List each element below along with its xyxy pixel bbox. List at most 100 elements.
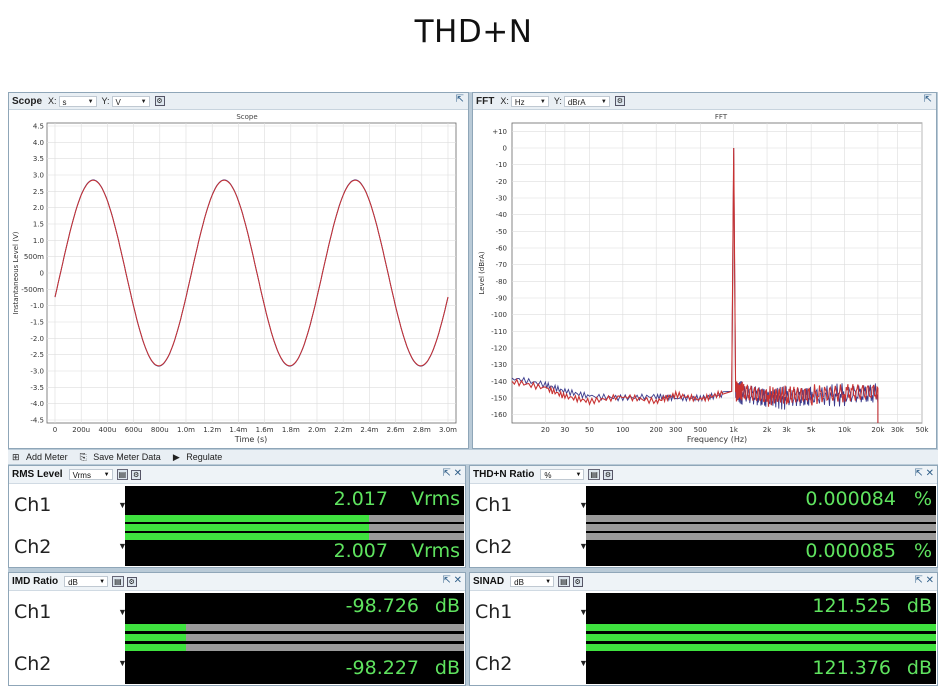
ch2-unit: dB <box>434 657 460 679</box>
fft-y-tick-label: -70 <box>496 261 507 269</box>
scope-x-tick-label: 2.0m <box>308 426 326 434</box>
ch2-dropdown-icon[interactable]: ▼ <box>118 658 127 668</box>
meter-readout: 0.000084% 0.000085% <box>586 486 936 566</box>
meter-unit-select[interactable]: dB ▼ <box>64 576 109 587</box>
meter-options-icon[interactable]: ▤ <box>558 576 570 587</box>
popout-icon[interactable]: ⇱ <box>455 94 464 105</box>
meter-unit-value: dB <box>514 578 524 587</box>
scope-y-unit-select[interactable]: V ▼ <box>111 95 150 107</box>
settings-icon[interactable]: ⚙ <box>572 576 583 587</box>
popout-close-icons[interactable]: ⇱ ✕ <box>914 575 934 586</box>
ch2-label: Ch2 <box>14 653 52 675</box>
fft-x-tick-label: 200 <box>650 426 663 434</box>
fft-x-ticks: 20 30 50 100 200 300 500 1k 2k 3k 5k 10k 20k 30k 50k <box>541 426 930 434</box>
scope-y-tick-label: 3.5 <box>33 155 44 163</box>
scope-y-tick-label: -3.5 <box>30 384 44 392</box>
ch2-unit: % <box>913 540 932 562</box>
ch1-bar <box>586 624 936 631</box>
scope-x-unit-select[interactable]: s ▼ <box>58 95 97 107</box>
scope-y-tick-label: 0 <box>40 270 44 278</box>
add-meter-label: Add Meter <box>26 451 68 462</box>
scope-y-tick-label: 3.0 <box>33 172 44 180</box>
fft-x-label: X: <box>500 96 509 106</box>
meter-panel: THD+N Ratio% ▼ ▤ ⚙ ⇱ ✕ Ch1 ▼ Ch2 ▼ 0.000084% 0.000… <box>469 465 938 568</box>
ch1-unit: % <box>913 488 932 510</box>
meter-header: RMS Level Vrms ▼ ▤ ⚙ ⇱ ✕ <box>9 466 465 484</box>
scope-x-tick-label: 2.6m <box>387 426 405 434</box>
fft-x-tick-label: 20k <box>871 426 885 434</box>
meter-title: RMS Level <box>12 469 63 480</box>
chevron-down-icon: ▼ <box>600 98 607 105</box>
scope-y-tick-label: -4.0 <box>30 400 44 408</box>
meter-unit-select[interactable]: % ▼ <box>540 469 585 480</box>
fft-toolbar: FFT X: Hz ▼ Y: dBrA ▼ ⚙ ⇱ <box>473 93 936 110</box>
settings-icon[interactable]: ⚙ <box>154 96 165 106</box>
ch1-dropdown-icon[interactable]: ▼ <box>579 500 588 510</box>
ch2-dropdown-icon[interactable]: ▼ <box>579 541 588 551</box>
chevron-down-icon: ▼ <box>99 579 106 585</box>
scope-y-tick-label: -2.0 <box>30 335 44 343</box>
meter-options-icon[interactable]: ▤ <box>588 469 600 480</box>
meter-unit-select[interactable]: Vrms ▼ <box>68 469 113 480</box>
ch1-bar <box>125 624 464 631</box>
ch1-dropdown-icon[interactable]: ▼ <box>118 607 127 617</box>
fft-x-unit-select[interactable]: Hz ▼ <box>510 95 549 107</box>
save-meter-data-label: Save Meter Data <box>93 451 161 462</box>
ch1-bar-2 <box>125 634 464 641</box>
scope-x-tick-label: 600u <box>125 426 143 434</box>
fft-y-tick-label: -30 <box>496 195 507 203</box>
fft-x-tick-label: 100 <box>616 426 629 434</box>
meter-options-icon[interactable]: ▤ <box>112 576 124 587</box>
ch2-label: Ch2 <box>475 653 513 675</box>
regulate-button[interactable]: ▶ Regulate <box>172 451 223 462</box>
scope-title: Scope <box>12 95 43 107</box>
ch2-bar <box>125 644 464 651</box>
meter-panel: IMD Ratio dB ▼ ▤ ⚙ ⇱ ✕ Ch1 ▼ Ch2 ▼ -98.726 dB -98.22… <box>8 572 466 686</box>
fft-grid <box>512 123 923 423</box>
fft-y-tick-label: -120 <box>491 345 507 353</box>
fft-y-tick-label: -40 <box>496 211 507 219</box>
scope-y-tick-label: 1.0 <box>33 237 44 245</box>
popout-icon[interactable]: ⇱ <box>923 94 932 105</box>
settings-icon[interactable]: ⚙ <box>614 96 625 106</box>
save-meter-data-button[interactable]: ⎘ Save Meter Data <box>79 451 161 462</box>
fft-x-tick-label: 2k <box>763 426 772 434</box>
meter-unit-select[interactable]: dB ▼ <box>510 576 555 587</box>
ch2-value: 121.376 <box>812 657 891 679</box>
fft-y-tick-label: +10 <box>492 128 507 136</box>
popout-close-icons[interactable]: ⇱ ✕ <box>914 468 934 479</box>
ch1-bar-fill-2 <box>125 634 187 641</box>
add-meter-button[interactable]: ⊞ Add Meter <box>12 451 68 462</box>
scope-y-tick-label: -2.5 <box>30 351 44 359</box>
fft-x-tick-label: 30k <box>891 426 905 434</box>
settings-icon[interactable]: ⚙ <box>126 576 137 587</box>
scope-x-label: X: <box>48 96 57 106</box>
popout-close-icons[interactable]: ⇱ ✕ <box>442 575 462 586</box>
scope-y-tick-label: -1.0 <box>30 302 44 310</box>
scope-y-tick-label: 2.5 <box>33 188 44 196</box>
scope-x-tick-label: 3.0m <box>439 426 457 434</box>
scope-x-tick-label: 400u <box>98 426 116 434</box>
fft-y-unit-select[interactable]: dBrA ▼ <box>563 95 610 107</box>
scope-grid <box>47 123 456 423</box>
ch1-dropdown-icon[interactable]: ▼ <box>118 500 127 510</box>
popout-close-icons[interactable]: ⇱ ✕ <box>442 468 462 479</box>
scope-x-tick-label: 1.0m <box>177 426 195 434</box>
scope-panel: Scope X: s ▼ Y: V ▼ ⚙ ⇱ Scope 4.5 4.0 3.5 3.0… <box>8 92 469 449</box>
fft-y-tick-label: -50 <box>496 228 507 236</box>
scope-y-unit: V <box>115 97 121 107</box>
ch2-dropdown-icon[interactable]: ▼ <box>579 658 588 668</box>
meter-readout: -98.726 dB -98.227 dB <box>125 593 464 684</box>
ch1-unit: dB <box>906 595 932 617</box>
settings-icon[interactable]: ⚙ <box>602 469 613 480</box>
settings-icon[interactable]: ⚙ <box>131 469 142 480</box>
meter-options-icon[interactable]: ▤ <box>116 469 129 480</box>
fft-y-tick-label: -140 <box>491 378 507 386</box>
ch1-dropdown-icon[interactable]: ▼ <box>579 607 588 617</box>
ch2-dropdown-icon[interactable]: ▼ <box>118 541 127 551</box>
scope-y-tick-label: 1.5 <box>33 221 44 229</box>
ch2-label: Ch2 <box>14 536 52 558</box>
ch1-bar-fill-2 <box>586 634 936 641</box>
fft-x-tick-label: 300 <box>669 426 682 434</box>
fft-chart-title: FFT <box>715 113 728 121</box>
